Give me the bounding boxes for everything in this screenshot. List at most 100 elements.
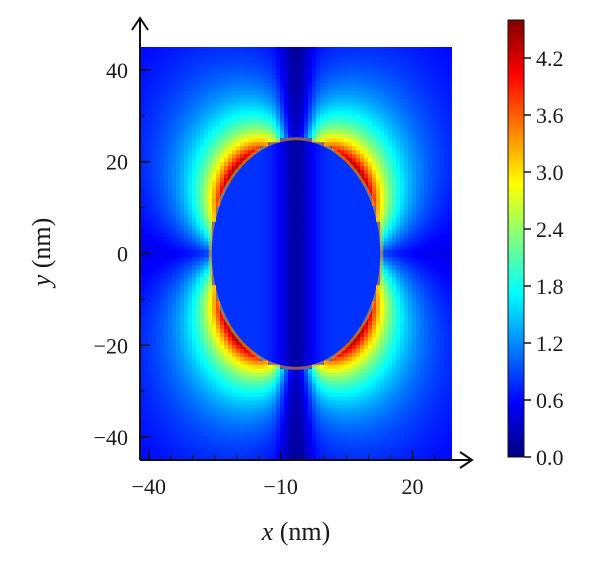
heatmap-cell <box>140 237 145 243</box>
heatmap-cell <box>228 66 233 72</box>
heatmap-cell <box>308 98 313 104</box>
heatmap-cell <box>316 241 321 247</box>
heatmap-cell <box>284 197 289 203</box>
heatmap-cell <box>180 261 185 267</box>
heatmap-cell <box>296 356 301 362</box>
heatmap-cell <box>208 448 213 453</box>
heatmap-cell <box>272 241 277 247</box>
heatmap-cell <box>144 233 149 239</box>
heatmap-cell <box>208 360 213 366</box>
heatmap-cell <box>240 58 245 64</box>
heatmap-cell <box>228 249 233 255</box>
heatmap-cell <box>316 110 321 116</box>
heatmap-cell <box>252 233 257 239</box>
heatmap-cell <box>220 94 225 100</box>
heatmap-cell <box>148 185 153 191</box>
heatmap-cell <box>204 324 209 330</box>
heatmap-cell <box>156 102 161 108</box>
heatmap-cell <box>176 66 181 72</box>
heatmap-cell <box>204 360 209 366</box>
heatmap-cell <box>248 162 253 167</box>
heatmap-cell <box>284 142 289 147</box>
heatmap-cell <box>180 396 185 402</box>
heatmap-cell <box>284 90 289 96</box>
heatmap-cell <box>308 261 313 267</box>
heatmap-cell <box>304 182 309 187</box>
heatmap-cell <box>224 102 229 108</box>
heatmap-cell <box>184 162 189 167</box>
heatmap-cell <box>296 328 301 334</box>
heatmap-cell <box>272 50 277 56</box>
heatmap-cell <box>296 428 301 433</box>
heatmap-cell <box>152 348 157 354</box>
heatmap-cell <box>284 158 289 163</box>
heatmap-cell <box>232 66 237 72</box>
heatmap-cell <box>148 189 153 195</box>
heatmap-cell <box>212 336 217 342</box>
heatmap-cell <box>260 408 265 413</box>
heatmap-cell <box>216 90 221 96</box>
heatmap-cell <box>252 78 257 84</box>
heatmap-cell <box>140 317 145 322</box>
heatmap-cell <box>312 213 317 219</box>
heatmap-cell <box>148 360 153 366</box>
heatmap-cell <box>264 154 269 159</box>
heatmap-cell <box>180 50 185 56</box>
heatmap-cell <box>264 448 269 453</box>
heatmap-cell <box>176 293 181 298</box>
heatmap-cell <box>176 182 181 187</box>
heatmap-cell <box>304 440 309 445</box>
heatmap-cell <box>276 324 281 330</box>
heatmap-cell <box>324 277 329 282</box>
heatmap-cell <box>212 47 217 52</box>
heatmap-cell <box>208 408 213 413</box>
heatmap-cell <box>248 265 253 270</box>
heatmap-cell <box>180 213 185 219</box>
heatmap-cell <box>248 146 253 151</box>
heatmap-cell <box>156 205 161 211</box>
heatmap-cell <box>200 324 205 330</box>
heatmap-cell <box>276 448 281 453</box>
heatmap-cell <box>176 289 181 294</box>
heatmap-cell <box>200 289 205 294</box>
heatmap-cell <box>180 388 185 394</box>
heatmap-cell <box>320 205 325 211</box>
heatmap-cell <box>268 245 273 251</box>
heatmap-cell <box>296 82 301 88</box>
heatmap-cell <box>164 158 169 163</box>
heatmap-cell <box>272 328 277 334</box>
heatmap-cell <box>212 372 217 378</box>
heatmap-cell <box>228 146 233 151</box>
heatmap-cell <box>280 448 285 453</box>
heatmap-cell <box>188 368 193 374</box>
heatmap-cell <box>152 241 157 247</box>
heatmap-cell <box>240 305 245 310</box>
heatmap-cell <box>144 444 149 449</box>
heatmap-cell <box>228 440 233 445</box>
heatmap-cell <box>184 209 189 215</box>
heatmap-cell <box>176 456 181 460</box>
heatmap-cell <box>160 114 165 120</box>
heatmap-cell <box>148 368 153 374</box>
heatmap-cell <box>192 62 197 68</box>
heatmap-cell <box>292 432 297 437</box>
heatmap-cell <box>296 150 301 155</box>
heatmap-cell <box>272 289 277 294</box>
heatmap-cell <box>280 277 285 282</box>
heatmap-cell <box>304 134 309 139</box>
heatmap-cell <box>244 428 249 433</box>
heatmap-cell <box>268 249 273 255</box>
heatmap-cell <box>240 432 245 437</box>
heatmap-cell <box>224 233 229 239</box>
heatmap-cell <box>172 380 177 386</box>
heatmap-cell <box>280 106 285 112</box>
heatmap-cell <box>228 428 233 433</box>
heatmap-cell <box>316 66 321 72</box>
heatmap-cell <box>272 332 277 338</box>
heatmap-cell <box>300 253 305 259</box>
heatmap-cell <box>300 189 305 195</box>
heatmap-cell <box>216 285 221 290</box>
heatmap-cell <box>244 82 249 88</box>
heatmap-cell <box>168 384 173 390</box>
heatmap-cell <box>144 416 149 421</box>
